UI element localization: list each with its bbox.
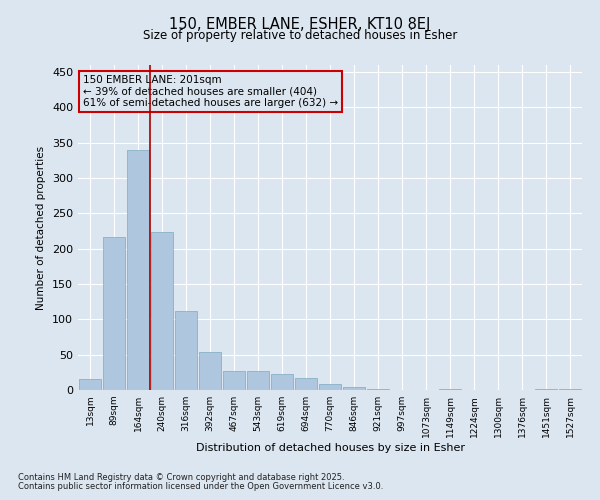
Bar xyxy=(247,371,269,390)
Bar xyxy=(79,380,101,390)
Bar xyxy=(127,150,149,390)
Bar xyxy=(343,387,365,390)
Text: Size of property relative to detached houses in Esher: Size of property relative to detached ho… xyxy=(143,29,457,42)
Bar xyxy=(151,232,173,390)
Bar xyxy=(103,236,125,390)
Bar xyxy=(367,388,389,390)
X-axis label: Distribution of detached houses by size in Esher: Distribution of detached houses by size … xyxy=(196,442,464,452)
Text: Contains public sector information licensed under the Open Government Licence v3: Contains public sector information licen… xyxy=(18,482,383,491)
Bar xyxy=(319,384,341,390)
Bar xyxy=(295,378,317,390)
Y-axis label: Number of detached properties: Number of detached properties xyxy=(37,146,46,310)
Text: 150, EMBER LANE, ESHER, KT10 8EJ: 150, EMBER LANE, ESHER, KT10 8EJ xyxy=(169,18,431,32)
Bar xyxy=(175,311,197,390)
Bar xyxy=(535,388,557,390)
Text: Contains HM Land Registry data © Crown copyright and database right 2025.: Contains HM Land Registry data © Crown c… xyxy=(18,474,344,482)
Bar xyxy=(199,352,221,390)
Text: 150 EMBER LANE: 201sqm
← 39% of detached houses are smaller (404)
61% of semi-de: 150 EMBER LANE: 201sqm ← 39% of detached… xyxy=(83,74,338,108)
Bar xyxy=(271,374,293,390)
Bar xyxy=(223,371,245,390)
